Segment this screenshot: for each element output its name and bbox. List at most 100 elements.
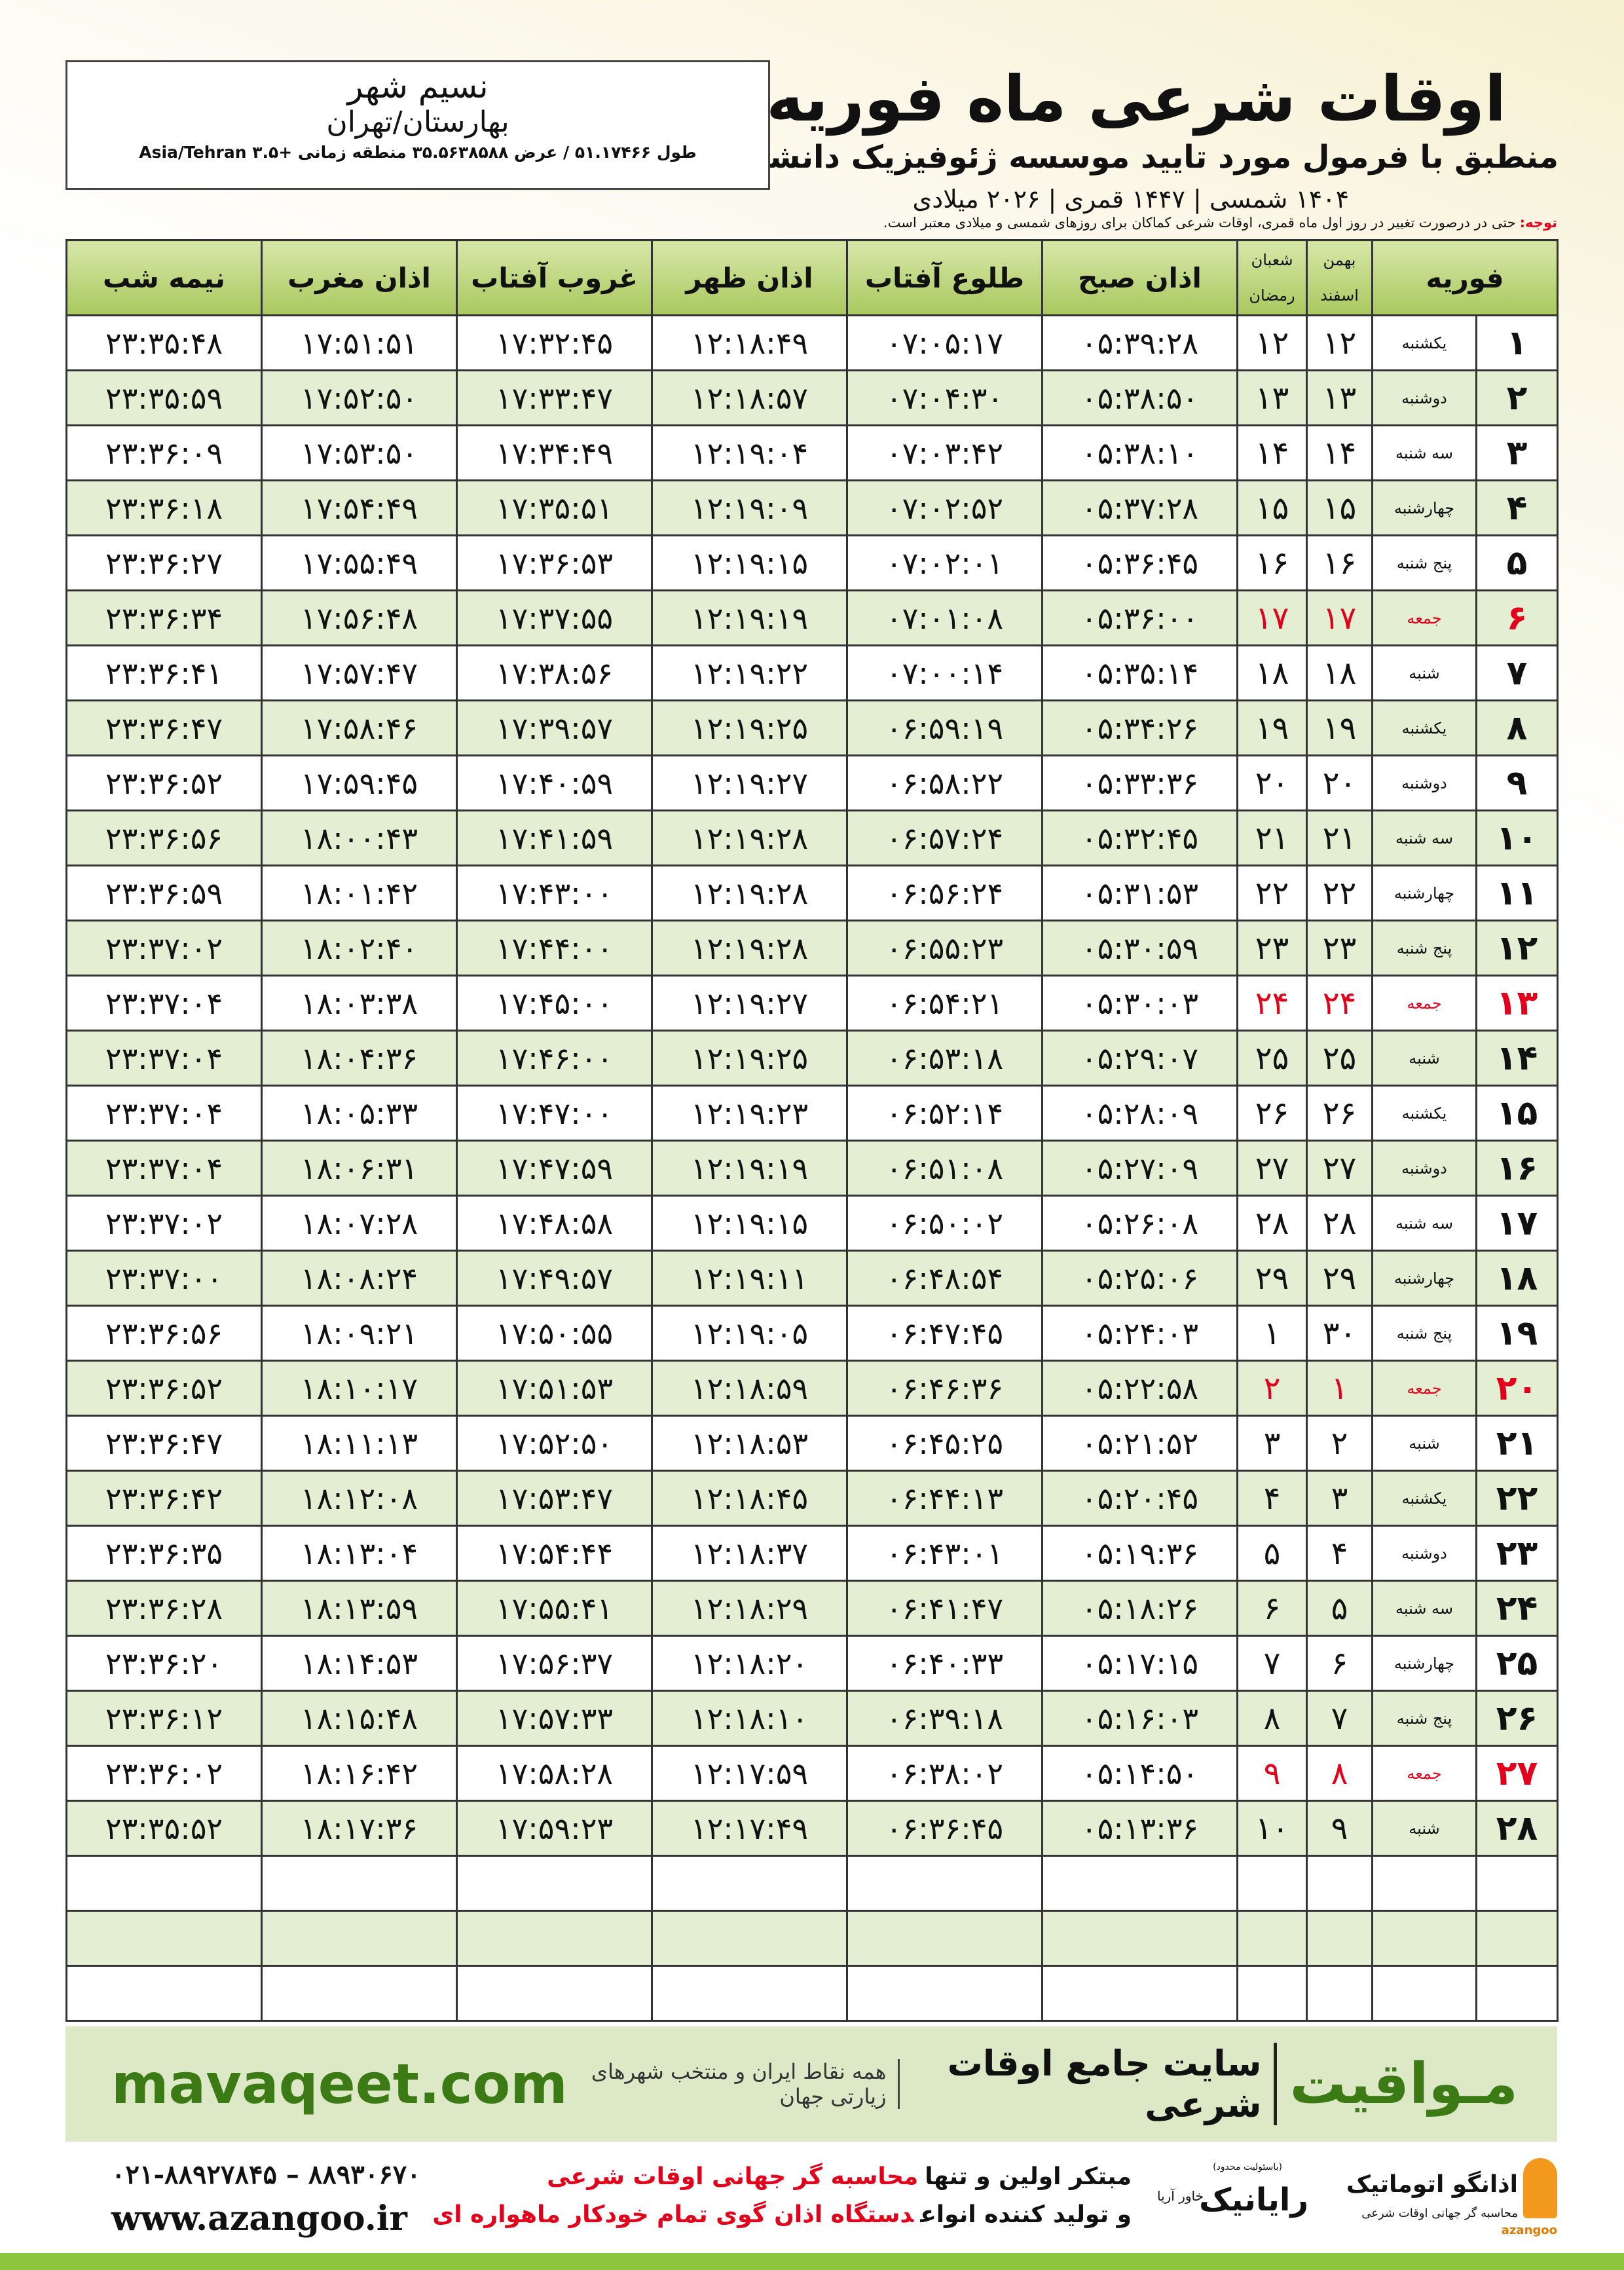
time: ۱۲:۱۹:۲۵ bbox=[651, 699, 848, 756]
solar-day: ۸ bbox=[1306, 1745, 1373, 1802]
brand-en: azangoo bbox=[1501, 2223, 1557, 2237]
day: ۸ bbox=[1475, 699, 1559, 756]
time: ۰۵:۳۴:۲۶ bbox=[1041, 699, 1238, 756]
solar-day: ۱۲ bbox=[1306, 314, 1373, 371]
time: ۱۷:۴۷:۰۰ bbox=[456, 1085, 653, 1142]
banner-url[interactable]: mavaqeet.com bbox=[111, 2052, 568, 2116]
weekday: جمعه bbox=[1371, 1360, 1478, 1417]
time: ۱۷:۳۸:۵۶ bbox=[456, 644, 653, 701]
time: ۱۲:۱۸:۴۵ bbox=[651, 1470, 848, 1527]
time: ۰۵:۳۰:۰۳ bbox=[1041, 975, 1238, 1032]
day: ۲۶ bbox=[1475, 1690, 1559, 1747]
row: ۵ پنج شنبه ۱۶ ۱۶ ۰۵:۳۶:۴۵ ۰۷:۰۲:۰۱ ۱۲:۱۹:۱۵ ۱۷:… bbox=[65, 534, 1559, 591]
subtitle: منطبق با فرمول مورد تایید موسسه ژئوفیزیک… bbox=[620, 139, 1559, 176]
day: ۱۹ bbox=[1475, 1305, 1559, 1362]
time: ۰۵:۳۹:۲۸ bbox=[1041, 314, 1238, 371]
time: ۰۶:۴۸:۵۴ bbox=[846, 1250, 1043, 1307]
weekday: پنج شنبه bbox=[1371, 534, 1478, 591]
empty-cell bbox=[456, 1855, 653, 1912]
time: ۰۵:۲۱:۵۲ bbox=[1041, 1415, 1238, 1472]
day: ۱۷ bbox=[1475, 1195, 1559, 1252]
website[interactable]: www.azangoo.ir bbox=[111, 2199, 407, 2239]
time: ۱۲:۱۹:۱۹ bbox=[651, 589, 848, 646]
time: ۱۲:۱۹:۲۸ bbox=[651, 809, 848, 866]
lunar-day: ۱۷ bbox=[1236, 589, 1308, 646]
solar-day: ۱۴ bbox=[1306, 424, 1373, 481]
empty-cell bbox=[1306, 1855, 1373, 1912]
time: ۱۷:۵۱:۵۳ bbox=[456, 1360, 653, 1417]
time: ۱۲:۱۹:۱۹ bbox=[651, 1140, 848, 1197]
time: ۲۳:۳۵:۵۹ bbox=[65, 369, 263, 426]
time: ۱۸:۱۰:۱۷ bbox=[261, 1360, 458, 1417]
time: ۱۷:۳۹:۵۷ bbox=[456, 699, 653, 756]
time: ۰۵:۱۷:۱۵ bbox=[1041, 1635, 1238, 1692]
brand-sub: محاسبه گر جهانی اوقات شرعی bbox=[1361, 2206, 1518, 2220]
day: ۴ bbox=[1475, 479, 1559, 536]
empty-cell bbox=[456, 1910, 653, 1967]
time: ۱۲:۱۸:۲۹ bbox=[651, 1580, 848, 1637]
day: ۶ bbox=[1475, 589, 1559, 646]
time: ۱۷:۳۶:۵۳ bbox=[456, 534, 653, 591]
time: ۰۵:۱۶:۰۳ bbox=[1041, 1690, 1238, 1747]
time: ۱۲:۱۹:۱۵ bbox=[651, 534, 848, 591]
time: ۰۵:۲۷:۰۹ bbox=[1041, 1140, 1238, 1197]
time: ۰۶:۵۱:۰۸ bbox=[846, 1140, 1043, 1197]
title: اوقات شرعی ماه فوریه bbox=[766, 62, 1506, 136]
day: ۱ bbox=[1475, 314, 1559, 371]
time: ۱۷:۵۲:۵۰ bbox=[261, 369, 458, 426]
note: توجه:حتی در درصورت تغییر در روز اول ماه … bbox=[65, 215, 1557, 231]
time: ۰۷:۰۳:۴۲ bbox=[846, 424, 1043, 481]
table-body: ۱ یکشنبه ۱۲ ۱۲ ۰۵:۳۹:۲۸ ۰۷:۰۵:۱۷ ۱۲:۱۸:۴۹ ۱۷:۳۲… bbox=[65, 314, 1559, 2022]
time: ۱۸:۰۷:۲۸ bbox=[261, 1195, 458, 1252]
solar-day: ۲۳ bbox=[1306, 920, 1373, 977]
weekday: شنبه bbox=[1371, 1030, 1478, 1087]
weekday: یکشنبه bbox=[1371, 1470, 1478, 1527]
weekday: شنبه bbox=[1371, 1415, 1478, 1472]
empty-cell bbox=[651, 1910, 848, 1967]
time: ۲۳:۳۶:۵۹ bbox=[65, 865, 263, 921]
day: ۹ bbox=[1475, 754, 1559, 811]
time: ۱۲:۱۸:۱۰ bbox=[651, 1690, 848, 1747]
time: ۰۵:۳۸:۱۰ bbox=[1041, 424, 1238, 481]
time: ۱۲:۱۸:۴۹ bbox=[651, 314, 848, 371]
row: ۳ سه شنبه ۱۴ ۱۴ ۰۵:۳۸:۱۰ ۰۷:۰۳:۴۲ ۱۲:۱۹:۰۴ ۱۷:۳… bbox=[65, 424, 1559, 481]
row: ۲۳ دوشنبه ۴ ۵ ۰۵:۱۹:۳۶ ۰۶:۴۳:۰۱ ۱۲:۱۸:۳۷ ۱۷:۵۴:… bbox=[65, 1525, 1559, 1582]
time: ۲۳:۳۶:۲۸ bbox=[65, 1580, 263, 1637]
time: ۱۲:۱۹:۲۷ bbox=[651, 975, 848, 1032]
weekday: چهارشنبه bbox=[1371, 479, 1478, 536]
lunar-day: ۸ bbox=[1236, 1690, 1308, 1747]
solar-day: ۱۷ bbox=[1306, 589, 1373, 646]
weekday: سه شنبه bbox=[1371, 1580, 1478, 1637]
time: ۲۳:۳۷:۰۴ bbox=[65, 1085, 263, 1142]
time: ۲۳:۳۶:۰۲ bbox=[65, 1745, 263, 1802]
time: ۰۶:۵۹:۱۹ bbox=[846, 699, 1043, 756]
time: ۱۷:۴۹:۵۷ bbox=[456, 1250, 653, 1307]
time: ۲۳:۳۷:۰۴ bbox=[65, 1030, 263, 1087]
brand-sub: خاور آریا bbox=[1156, 2188, 1204, 2204]
time: ۱۷:۴۳:۰۰ bbox=[456, 865, 653, 921]
time: ۰۵:۲۵:۰۶ bbox=[1041, 1250, 1238, 1307]
time: ۲۳:۳۶:۴۱ bbox=[65, 644, 263, 701]
solar-day: ۲۴ bbox=[1306, 975, 1373, 1032]
brand-note: (باسئولیت محدود) bbox=[1213, 2162, 1282, 2172]
time: ۱۲:۱۹:۲۸ bbox=[651, 920, 848, 977]
row: ۱۳ جمعه ۲۴ ۲۴ ۰۵:۳۰:۰۳ ۰۶:۵۴:۲۱ ۱۲:۱۹:۲۷ ۱۷:۴۵:… bbox=[65, 975, 1559, 1032]
time: ۰۵:۳۲:۴۵ bbox=[1041, 809, 1238, 866]
weekday: چهارشنبه bbox=[1371, 1635, 1478, 1692]
time: ۲۳:۳۷:۰۲ bbox=[65, 1195, 263, 1252]
time: ۱۷:۴۰:۵۹ bbox=[456, 754, 653, 811]
empty-cell bbox=[651, 1965, 848, 2022]
lunar-day: ۱۴ bbox=[1236, 424, 1308, 481]
time: ۰۶:۵۵:۲۳ bbox=[846, 920, 1043, 977]
time: ۲۳:۳۶:۵۲ bbox=[65, 1360, 263, 1417]
time: ۱۸:۰۱:۴۲ bbox=[261, 865, 458, 921]
solar-day: ۲۰ bbox=[1306, 754, 1373, 811]
header-text: بهمن bbox=[1323, 251, 1356, 269]
lunar-day: ۲۴ bbox=[1236, 975, 1308, 1032]
time: ۱۸:۱۱:۱۳ bbox=[261, 1415, 458, 1472]
footer-text: محاسبه گر جهانی اوقات شرعی bbox=[547, 2163, 919, 2190]
lunar-day: ۱۸ bbox=[1236, 644, 1308, 701]
weekday: دوشنبه bbox=[1371, 1525, 1478, 1582]
row: ۲ دوشنبه ۱۳ ۱۳ ۰۵:۳۸:۵۰ ۰۷:۰۴:۳۰ ۱۲:۱۸:۵۷ ۱۷:۳۳… bbox=[65, 369, 1559, 426]
